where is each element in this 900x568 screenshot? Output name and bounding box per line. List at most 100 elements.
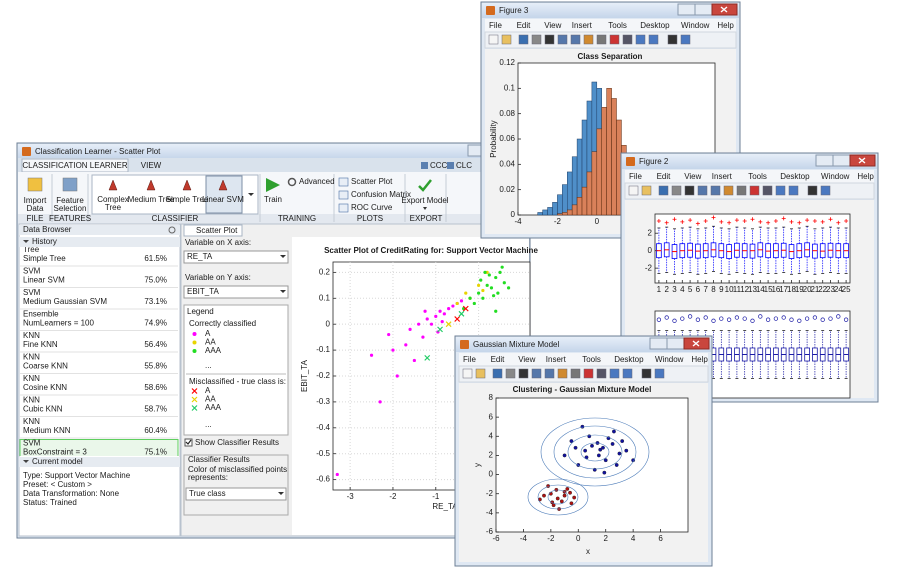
toolbar-button[interactable] xyxy=(635,34,646,45)
history-group[interactable]: KNN xyxy=(23,396,40,405)
toolbar-button[interactable] xyxy=(544,368,555,379)
menu-item[interactable]: Window xyxy=(821,172,850,181)
menu-item[interactable]: File xyxy=(629,172,642,181)
dropdown[interactable] xyxy=(185,487,287,501)
dropdown-value[interactable]: RE_TA xyxy=(187,252,213,261)
toolbar-button[interactable] xyxy=(749,185,760,196)
toolbar-button[interactable] xyxy=(583,368,594,379)
toolbar-button[interactable] xyxy=(544,34,555,45)
menu-item[interactable]: Window xyxy=(681,21,710,30)
toolbar-button[interactable] xyxy=(775,185,786,196)
history-model[interactable]: Medium KNN xyxy=(23,426,71,435)
toolbar-button[interactable] xyxy=(667,34,678,45)
ribbon-button-label[interactable]: Data xyxy=(27,204,44,213)
minimize-button[interactable] xyxy=(649,337,668,350)
ribbon-button-label[interactable]: Export Model xyxy=(401,196,448,205)
toolbar-button[interactable] xyxy=(531,368,542,379)
toolbar-button[interactable] xyxy=(680,34,691,45)
history-model[interactable]: BoxConstraint = 3 xyxy=(23,448,87,457)
toolbar-button[interactable] xyxy=(462,368,473,379)
toolbar-button[interactable] xyxy=(658,185,669,196)
classifier-button-label[interactable]: Medium Tree xyxy=(128,195,175,204)
checkbox-label[interactable]: Show Classifier Results xyxy=(195,438,279,447)
ribbon-button-label[interactable]: Import xyxy=(24,196,47,205)
history-model[interactable]: Coarse KNN xyxy=(23,362,68,371)
toolbar-button[interactable] xyxy=(622,368,633,379)
toolbar-button[interactable] xyxy=(609,368,620,379)
toolbar-button[interactable] xyxy=(518,368,529,379)
toolbar-button[interactable] xyxy=(654,368,665,379)
ribbon-button-label[interactable]: Feature xyxy=(56,196,84,205)
menu-item[interactable]: Insert xyxy=(572,21,593,30)
menu-item[interactable]: File xyxy=(489,21,502,30)
toolbar-button[interactable] xyxy=(557,34,568,45)
menu-item[interactable]: Tools xyxy=(582,355,601,364)
history-model[interactable]: Linear SVM xyxy=(23,276,65,285)
toolbar-button[interactable] xyxy=(648,34,659,45)
menu-item[interactable]: File xyxy=(463,355,476,364)
menu-item[interactable]: View xyxy=(544,21,561,30)
history-group[interactable]: Ensemble xyxy=(23,310,59,319)
menu-item[interactable]: Help xyxy=(717,21,734,30)
toolbar-button[interactable] xyxy=(475,368,486,379)
toolbar-button[interactable] xyxy=(609,34,620,45)
menu-item[interactable]: Help xyxy=(857,172,874,181)
history-group[interactable]: KNN xyxy=(23,353,40,362)
toolbar-button[interactable] xyxy=(710,185,721,196)
maximize-button[interactable] xyxy=(694,3,713,16)
document-tab-label[interactable]: Scatter Plot xyxy=(196,226,238,235)
history-group[interactable]: Tree xyxy=(23,245,40,254)
toolbar-button[interactable] xyxy=(807,185,818,196)
history-model[interactable]: Cosine KNN xyxy=(23,383,67,392)
toolbar-button[interactable] xyxy=(492,368,503,379)
toolbar-button[interactable] xyxy=(762,185,773,196)
classifier-button-label[interactable]: Complex xyxy=(97,195,129,204)
toolbar-button[interactable] xyxy=(501,34,512,45)
toolbar-button[interactable] xyxy=(671,185,682,196)
toolbar-button[interactable] xyxy=(505,368,516,379)
menu-item[interactable]: Edit xyxy=(491,355,506,364)
gallery-dropdown[interactable] xyxy=(248,193,254,196)
quick-access-button[interactable]: CCC xyxy=(430,161,448,170)
menu-item[interactable]: Desktop xyxy=(614,355,644,364)
toolbar-button[interactable] xyxy=(531,34,542,45)
quick-access-button[interactable]: CLC xyxy=(456,161,472,170)
menu-item[interactable]: Insert xyxy=(546,355,567,364)
menu-item[interactable]: Help xyxy=(691,355,708,364)
minimize-button[interactable] xyxy=(815,154,834,167)
dropdown-value[interactable]: EBIT_TA xyxy=(187,287,220,296)
toolbar-button[interactable] xyxy=(570,34,581,45)
history-group[interactable]: KNN xyxy=(23,331,40,340)
toolbar-button[interactable] xyxy=(684,185,695,196)
toolbar-button[interactable] xyxy=(583,34,594,45)
toolbar-button[interactable] xyxy=(518,34,529,45)
menu-item[interactable]: Insert xyxy=(712,172,733,181)
menu-item[interactable]: Window xyxy=(655,355,684,364)
menu-item[interactable]: Tools xyxy=(748,172,767,181)
ribbon-button-label[interactable]: Confusion Matrix xyxy=(351,190,411,199)
history-group[interactable]: KNN xyxy=(23,374,40,383)
document-tab[interactable] xyxy=(183,224,243,237)
history-model[interactable]: Medium Gaussian SVM xyxy=(23,297,107,306)
toolbar-button[interactable] xyxy=(557,368,568,379)
menu-item[interactable]: View xyxy=(518,355,535,364)
menu-item[interactable]: Edit xyxy=(657,172,672,181)
ribbon-tab-label[interactable]: VIEW xyxy=(141,161,162,170)
history-model[interactable]: Simple Tree xyxy=(23,254,66,263)
toolbar-button[interactable] xyxy=(488,34,499,45)
history-group[interactable]: SVM xyxy=(23,288,41,297)
toolbar-button[interactable] xyxy=(570,368,581,379)
history-group[interactable]: SVM xyxy=(23,439,41,448)
classifier-button-label[interactable]: Linear SVM xyxy=(202,195,244,204)
menu-item[interactable]: Tools xyxy=(608,21,627,30)
ribbon-tab-label[interactable]: CLASSIFICATION LEARNER xyxy=(22,161,127,170)
history-model[interactable]: Cubic KNN xyxy=(23,405,63,414)
ribbon-button-label[interactable]: Selection xyxy=(54,204,87,213)
history-group[interactable]: KNN xyxy=(23,417,40,426)
ribbon-button-label[interactable]: ROC Curve xyxy=(351,203,393,212)
panel-menu-button[interactable] xyxy=(168,226,176,234)
history-model[interactable]: NumLearners = 100 xyxy=(23,319,94,328)
toolbar-button[interactable] xyxy=(596,368,607,379)
dropdown-value[interactable]: True class xyxy=(189,489,226,498)
ribbon-button-label[interactable]: Scatter Plot xyxy=(351,177,393,186)
